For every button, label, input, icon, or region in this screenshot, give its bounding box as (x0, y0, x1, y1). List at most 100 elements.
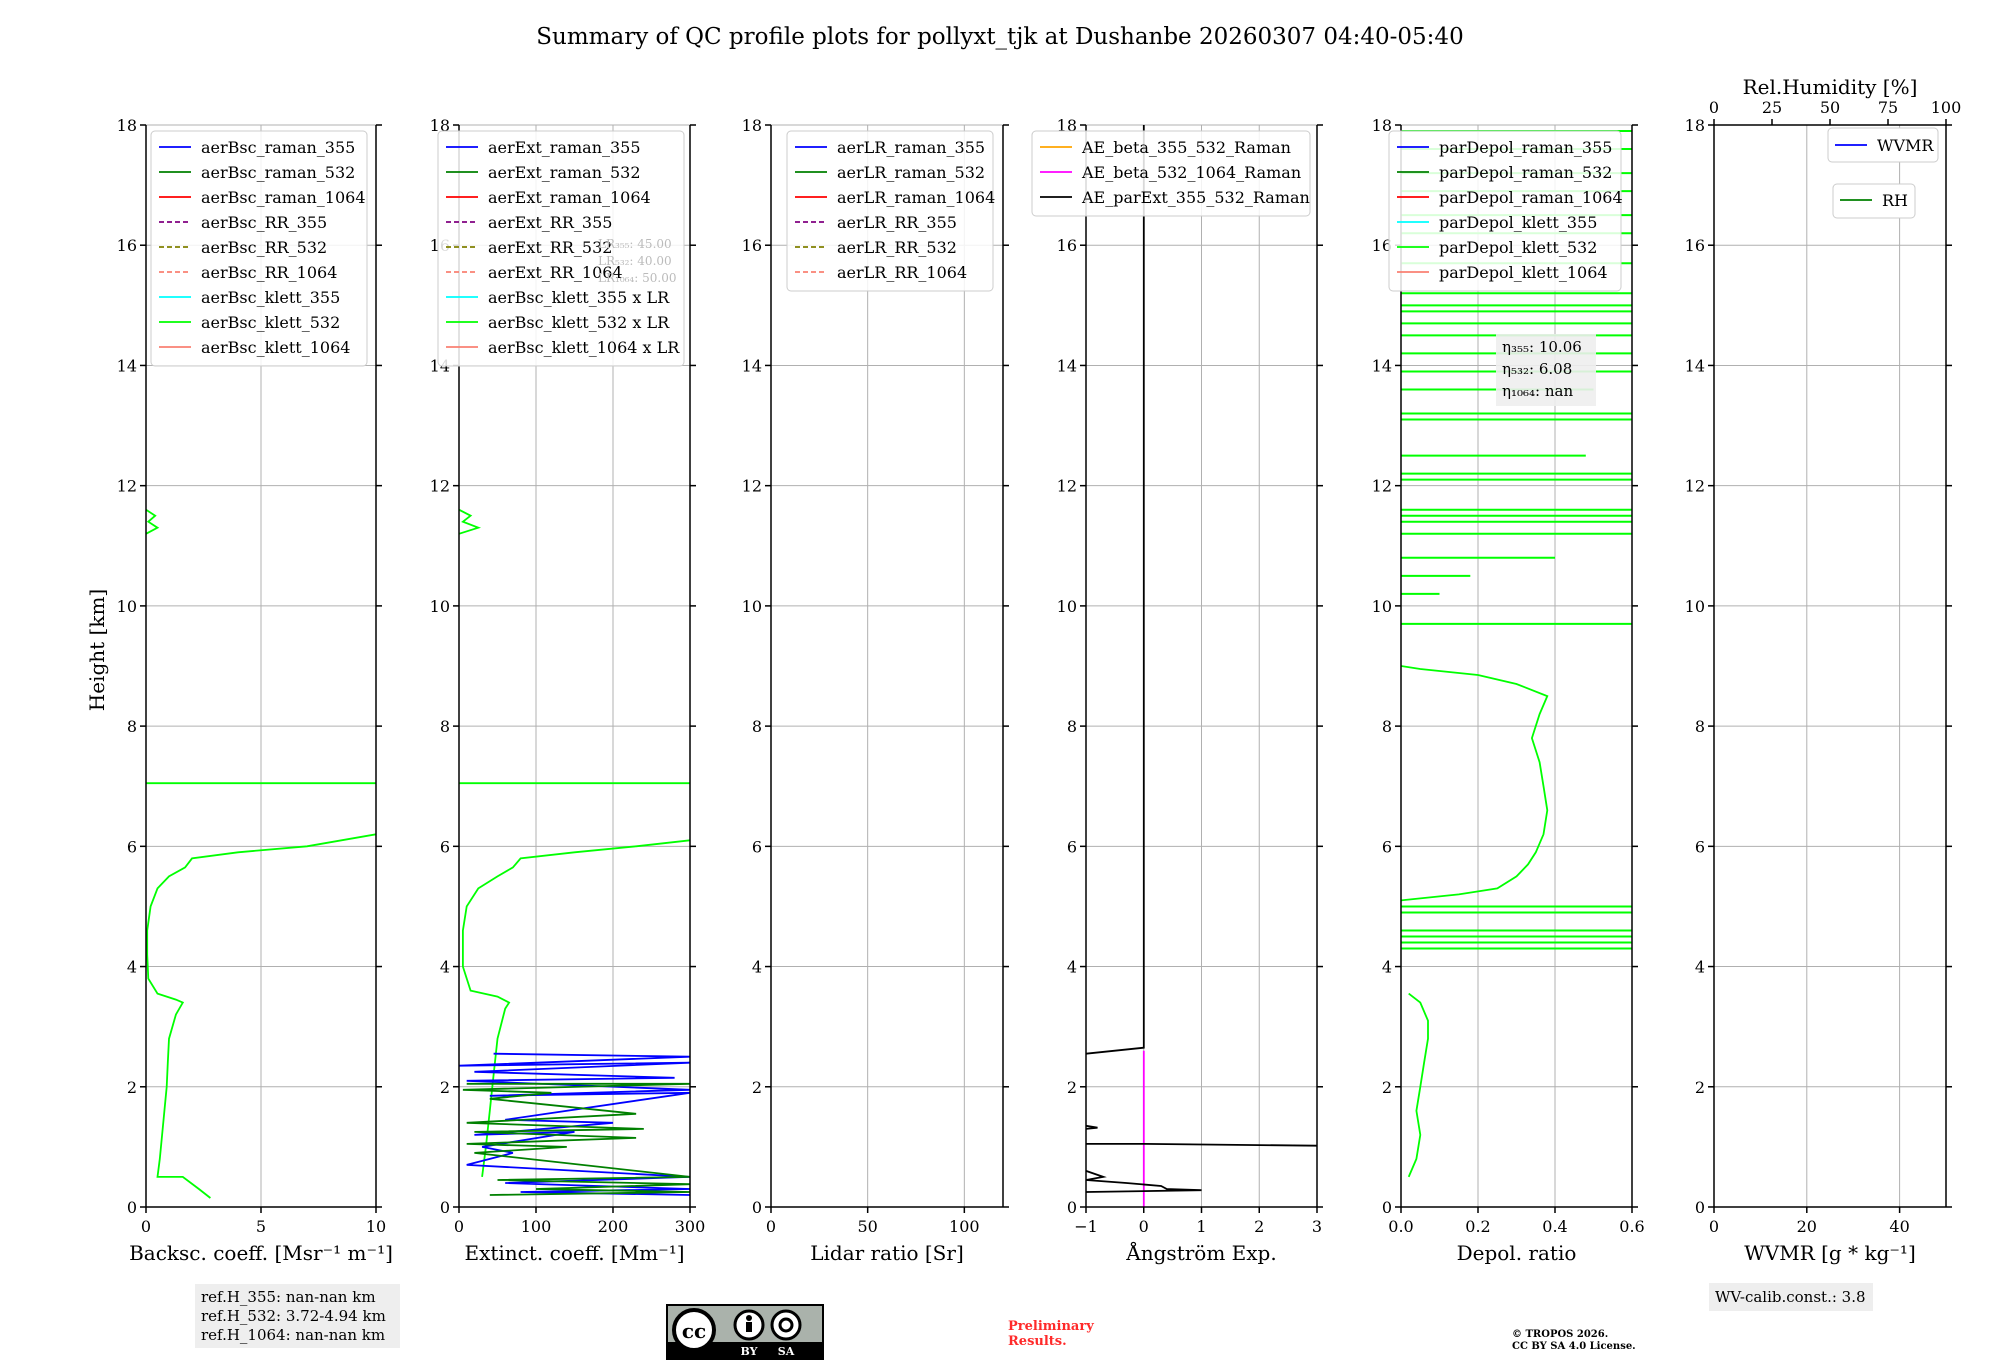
legend-frame (786, 130, 994, 292)
y-tick-label: 0 (440, 1198, 450, 1217)
series-line (461, 839, 690, 1178)
legend-label: aerBsc_RR_1064 (201, 263, 337, 282)
preliminary-line-2: Results. (1008, 1334, 1067, 1349)
lr-annotation: LR₁₀₆₄: 50.00 (598, 271, 676, 285)
ref-height-532: ref.H_532: 3.72-4.94 km (201, 1307, 386, 1325)
y-tick-label: 16 (117, 236, 137, 255)
cc-sa-label: SA (778, 1345, 795, 1358)
legend-label: parDepol_klett_532 (1439, 238, 1597, 257)
x-tick-label: 0 (454, 1217, 464, 1236)
y-tick-label: 14 (742, 356, 762, 375)
ref-height-1064: ref.H_1064: nan-nan km (201, 1326, 385, 1344)
y-tick-label: 4 (752, 958, 762, 977)
x-tick-label: 0.6 (1619, 1217, 1644, 1236)
y-tick-label: 6 (127, 837, 137, 856)
y-tick-label: 14 (1372, 356, 1392, 375)
legend-bsc: aerBsc_raman_355 aerBsc_raman_532 aerBsc_r… (150, 130, 368, 367)
x-tick-label: 50 (857, 1217, 877, 1236)
y-tick-label: 2 (1382, 1078, 1392, 1097)
legend-label: aerExt_RR_532 (488, 238, 612, 257)
legend-wvmr: WVMR (1827, 127, 1939, 163)
legend-frame (1832, 183, 1916, 219)
legend-frame (150, 130, 368, 367)
y-tick-label: 12 (1372, 477, 1392, 496)
y-tick-label: 12 (117, 477, 137, 496)
x-tick-label: 2 (1254, 1217, 1264, 1236)
y-tick-label: 0 (1067, 1198, 1077, 1217)
legend-lr: aerLR_raman_355 aerLR_raman_532 aerLR_rama… (786, 130, 995, 292)
y-tick-label: 10 (430, 597, 450, 616)
top-x-tick-label: 0 (1709, 98, 1719, 117)
preliminary-line-1: Preliminary (1008, 1319, 1094, 1334)
y-tick-label: 8 (1695, 717, 1705, 736)
legend-label: aerBsc_klett_1064 x LR (488, 338, 680, 357)
series-line (146, 833, 376, 1199)
cc-glyph: cc (682, 1319, 706, 1343)
y-tick-label: 4 (1067, 958, 1077, 977)
y-tick-label: 4 (1382, 958, 1392, 977)
legend-label: aerBsc_RR_355 (201, 213, 327, 232)
top-x-axis-label: Rel.Humidity [%] (1743, 75, 1918, 99)
y-tick-label: 10 (117, 597, 137, 616)
eta-label: η₅₃₂: 6.08 (1502, 360, 1572, 378)
series-line (462, 1082, 690, 1196)
legend-label: parDepol_raman_1064 (1439, 188, 1623, 207)
top-x-tick-label: 25 (1762, 98, 1782, 117)
y-tick-label: 14 (1685, 356, 1705, 375)
y-tick-label: 14 (117, 356, 137, 375)
x-axis-label: WVMR [g * kg⁻¹] (1744, 1241, 1916, 1265)
series-line (459, 508, 482, 535)
by-person-body-icon (746, 1322, 752, 1332)
x-tick-label: 0 (766, 1217, 776, 1236)
legend-label: aerLR_RR_1064 (837, 263, 967, 282)
cc-circle-icon (672, 1308, 716, 1352)
legend-rh: RH (1832, 183, 1916, 219)
series-line (1086, 1170, 1202, 1193)
y-tick-label: 12 (1685, 477, 1705, 496)
y-tick-label: 4 (440, 958, 450, 977)
legend-label: AE_beta_532_1064_Raman (1081, 163, 1301, 182)
legend-label: aerExt_raman_532 (488, 163, 641, 182)
y-tick-label: 6 (752, 837, 762, 856)
legend-label: aerExt_RR_355 (488, 213, 612, 232)
y-tick-label: 10 (1057, 597, 1077, 616)
series-line (1086, 1143, 1317, 1147)
legend-label: aerLR_raman_532 (837, 163, 985, 182)
eta-box (1496, 334, 1596, 406)
legend-label: aerBsc_raman_355 (201, 138, 355, 157)
legend-frame (437, 130, 685, 367)
legend-label: WVMR (1877, 136, 1934, 155)
top-x-tick-label: 100 (1931, 98, 1962, 117)
legend-label: parDepol_klett_355 (1439, 213, 1597, 232)
y-tick-label: 16 (1057, 236, 1077, 255)
legend-label: aerExt_raman_1064 (488, 188, 651, 207)
reference-height-box: ref.H_355: nan-nan km ref.H_532: 3.72-4.… (195, 1284, 400, 1348)
legend-label: parDepol_raman_532 (1439, 163, 1612, 182)
copyright-line-2: CC BY SA 4.0 License. (1512, 1341, 1636, 1352)
y-tick-label: 2 (1695, 1078, 1705, 1097)
copyright-line-1: © TROPOS 2026. (1512, 1329, 1608, 1340)
legend-label: aerLR_RR_532 (837, 238, 957, 257)
panel-lr: 0 2 4 6 8 10 12 14 16 18 0 50 100 Lidar ratio [Sr] aer… (742, 116, 1009, 1265)
cc-license-logo: cc BY SA (666, 1304, 824, 1360)
legend-depol: parDepol_raman_355 parDepol_raman_532 parD… (1388, 130, 1623, 292)
y-tick-label: 12 (1057, 477, 1077, 496)
x-tick-label: 10 (366, 1217, 386, 1236)
x-tick-label: 1 (1196, 1217, 1206, 1236)
y-tick-label: 8 (127, 717, 137, 736)
y-tick-label: 12 (742, 477, 762, 496)
y-tick-label: 6 (1067, 837, 1077, 856)
x-tick-label: 0 (1709, 1217, 1719, 1236)
y-tick-label: 6 (1382, 837, 1392, 856)
legend-label: aerLR_raman_1064 (837, 188, 995, 207)
y-tick-label: 8 (1067, 717, 1077, 736)
eta-label: η₁₀₆₄: nan (1502, 382, 1573, 400)
top-x-tick-label: 50 (1820, 98, 1840, 117)
y-tick-label: 4 (127, 958, 137, 977)
y-tick-label: 16 (742, 236, 762, 255)
x-tick-label: 5 (256, 1217, 266, 1236)
x-axis-label: Depol. ratio (1457, 1241, 1577, 1265)
legend-frame (1827, 127, 1939, 163)
